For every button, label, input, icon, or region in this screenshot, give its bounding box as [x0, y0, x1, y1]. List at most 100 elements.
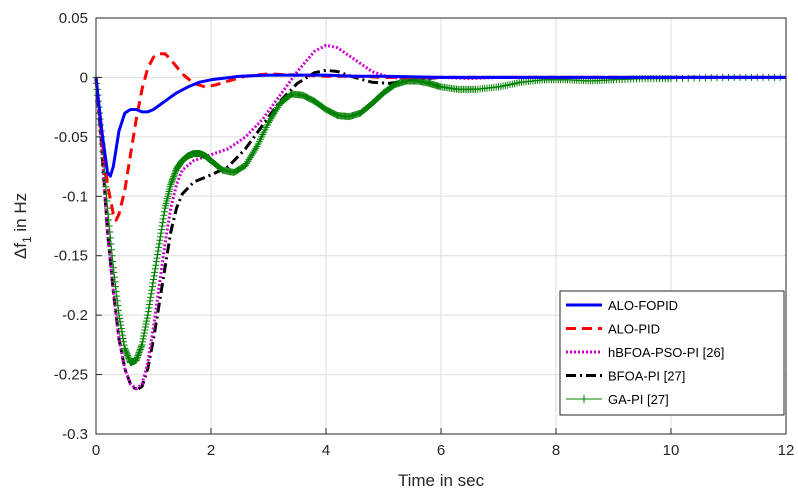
series-marker: [123, 350, 131, 358]
series-marker: [119, 334, 127, 342]
series-marker: [133, 353, 141, 361]
series-marker: [151, 268, 159, 276]
legend-marker-ga-pi-27: [580, 395, 588, 403]
series-marker: [168, 177, 176, 185]
series-marker: [156, 233, 164, 241]
series-marker: [159, 215, 167, 223]
series-marker: [148, 283, 156, 291]
series-marker: [139, 338, 147, 346]
series-marker: [150, 272, 158, 280]
series-marker: [115, 311, 123, 319]
legend: ALO-FOPID ALO-PID hBFOA-PSO-PI [26] BFOA-PI…: [559, 290, 785, 416]
series-marker: [114, 306, 122, 314]
series-marker: [140, 329, 148, 337]
series-marker: [132, 356, 140, 364]
series-marker: [110, 268, 118, 276]
y-tick-label: -0.05: [54, 129, 88, 146]
series-marker: [144, 311, 152, 319]
series-marker: [117, 324, 125, 332]
series-layer: [92, 43, 786, 392]
legend-label-alo-fopid: ALO-FOPID: [608, 298, 678, 313]
series-marker: [143, 317, 151, 325]
series-marker: [105, 216, 113, 224]
series-line-alo-fopid: [94, 73, 786, 178]
series-marker: [122, 347, 130, 355]
series-marker: [151, 265, 159, 273]
x-tick-label: 6: [437, 442, 445, 459]
legend-box: [559, 290, 785, 416]
series-marker: [120, 338, 128, 346]
series-marker: [135, 350, 143, 358]
x-tick-label: 2: [207, 442, 215, 459]
series-marker: [141, 326, 149, 334]
series-marker: [170, 173, 178, 181]
series-marker: [107, 240, 115, 248]
series-marker: [169, 174, 177, 182]
x-tick-label: 8: [552, 442, 560, 459]
x-axis-label: Time in sec: [398, 471, 485, 490]
series-marker: [168, 176, 176, 184]
y-tick-label: -0.25: [54, 367, 88, 384]
series-marker: [148, 286, 156, 294]
series-marker: [170, 171, 178, 179]
series-line-alo-pid: [94, 52, 786, 222]
series-marker: [104, 204, 111, 212]
series-marker: [108, 246, 116, 254]
legend-label-alo-pid: ALO-PID: [608, 322, 660, 337]
series-marker: [112, 287, 120, 295]
series-marker: [135, 349, 143, 357]
y-tick-label: -0.3: [62, 426, 88, 443]
series-marker: [160, 208, 168, 216]
series-marker: [146, 297, 154, 305]
y-tick-label: 0: [80, 69, 88, 86]
series-marker: [113, 292, 121, 300]
series-marker: [121, 346, 129, 354]
y-tick-label: -0.1: [62, 188, 88, 205]
x-tick-label: 12: [778, 442, 795, 459]
x-tick-label: 10: [663, 442, 680, 459]
legend-label-ga-pi-27: GA-PI [27]: [608, 392, 669, 407]
series-marker: [167, 180, 175, 188]
series-marker: [109, 258, 117, 266]
series-marker: [145, 300, 153, 308]
y-axis-label: Δf1 in Hz: [11, 193, 34, 259]
series-marker: [118, 328, 126, 336]
series-marker: [141, 323, 149, 331]
series-marker: [116, 318, 124, 326]
series-marker: [159, 218, 167, 226]
series-marker: [134, 352, 142, 360]
series-markers-ga-pi-27: [92, 73, 784, 367]
series-marker: [108, 252, 116, 260]
y-axis-label-suffix: in Hz: [11, 193, 30, 236]
series-marker: [155, 243, 163, 251]
series-marker: [113, 297, 121, 305]
series-marker: [137, 342, 145, 350]
x-tick-label: 4: [322, 442, 330, 459]
series-marker: [106, 228, 114, 236]
series-marker: [133, 355, 141, 363]
series-marker: [158, 222, 166, 230]
y-axis-label-subscript: 1: [20, 236, 34, 243]
series-marker: [105, 222, 113, 230]
series-marker: [124, 353, 132, 361]
series-marker: [139, 335, 147, 343]
series-marker: [167, 179, 175, 187]
x-tick-label: 0: [92, 442, 100, 459]
series-marker: [122, 349, 130, 357]
series-marker: [110, 273, 118, 281]
series-marker: [145, 304, 153, 312]
y-axis-label-main: Δf: [11, 243, 30, 259]
series-marker: [149, 279, 157, 287]
series-marker: [112, 283, 120, 291]
series-marker: [156, 236, 164, 244]
series-marker: [117, 321, 125, 329]
series-marker: [109, 264, 117, 272]
series-marker: [116, 314, 124, 322]
series-marker: [104, 210, 112, 218]
series-marker: [152, 258, 160, 266]
series-marker: [152, 261, 160, 269]
series-marker: [103, 197, 111, 205]
series-marker: [153, 254, 161, 262]
series-marker: [155, 240, 163, 248]
series-marker: [143, 314, 151, 322]
